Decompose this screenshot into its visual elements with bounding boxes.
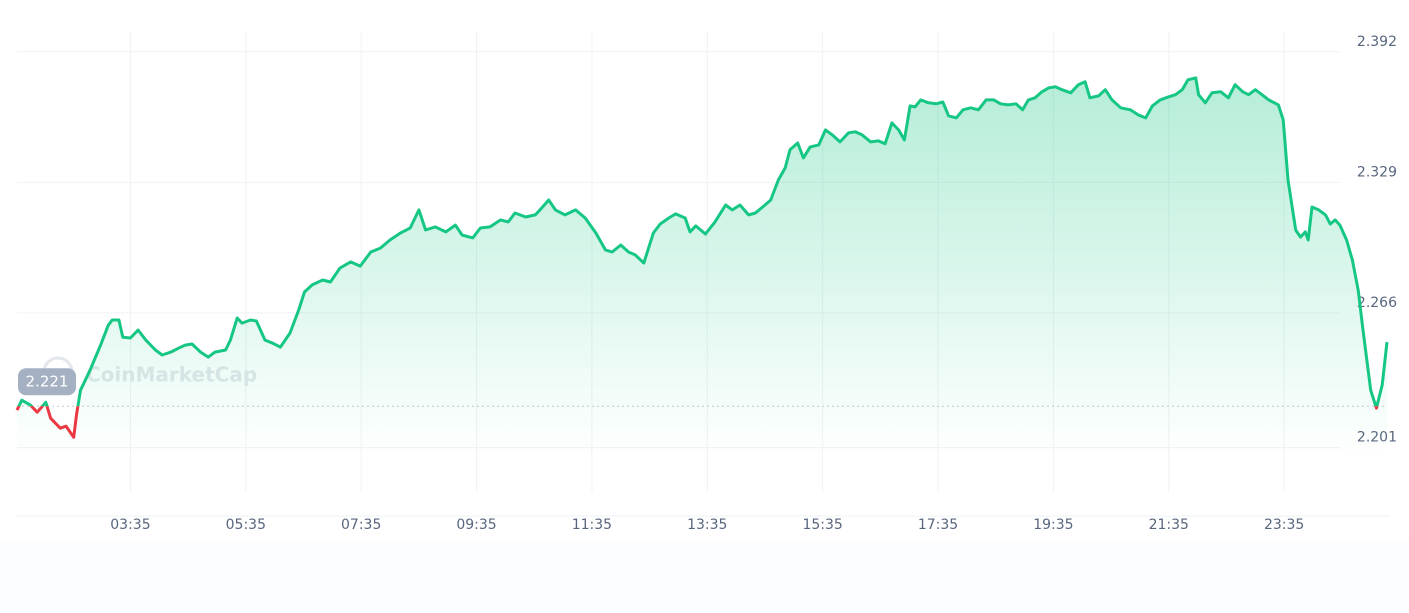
- y-tick-label: 2.392: [1357, 34, 1397, 50]
- x-tick-label: 19:35: [1033, 517, 1073, 533]
- reference-label: 2.221: [26, 373, 69, 391]
- x-tick-label: 03:35: [110, 517, 150, 533]
- x-tick-label: 05:35: [226, 517, 266, 533]
- x-tick-label: 23:35: [1264, 517, 1304, 533]
- x-tick-label: 21:35: [1149, 517, 1189, 533]
- price-area: [17, 77, 1387, 459]
- price-line: [17, 76, 1389, 407]
- x-tick-label: 07:35: [341, 517, 381, 533]
- y-tick-label: 2.266: [1357, 295, 1397, 311]
- x-tick-label: 09:35: [456, 517, 496, 533]
- reference-label-box: [18, 368, 76, 396]
- y-tick-label: 2.329: [1357, 164, 1397, 180]
- x-tick-label: 17:35: [918, 517, 958, 533]
- footer-background: [0, 540, 1409, 613]
- x-tick-label: 15:35: [802, 517, 842, 533]
- x-tick-label: 11:35: [572, 517, 612, 533]
- x-tick-label: 13:35: [687, 517, 727, 533]
